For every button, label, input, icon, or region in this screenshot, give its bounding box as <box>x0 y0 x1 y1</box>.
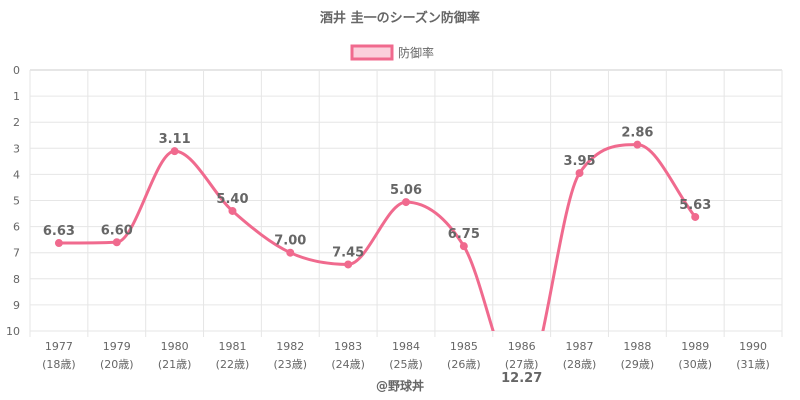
y-tick-label: 6 <box>13 221 20 234</box>
x-tick-age: (22歳) <box>216 358 250 371</box>
data-label: 6.60 <box>101 223 133 238</box>
data-label: 5.06 <box>390 183 422 198</box>
x-tick-age: (20歳) <box>100 358 134 371</box>
x-tick-year: 1989 <box>681 340 709 353</box>
y-tick-label: 10 <box>6 325 20 338</box>
x-tick-year: 1985 <box>450 340 478 353</box>
x-tick-age: (24歳) <box>331 358 365 371</box>
legend-swatch <box>350 44 394 61</box>
y-tick-label: 9 <box>13 299 20 312</box>
x-tick-year: 1990 <box>739 340 767 353</box>
data-point <box>112 238 121 247</box>
data-point <box>633 140 642 149</box>
data-label: 6.63 <box>43 224 75 239</box>
data-points <box>54 140 700 269</box>
y-axis: 0 1 2 3 4 5 6 7 8 9 10 <box>6 64 20 338</box>
data-point <box>575 169 584 178</box>
legend-label: 防御率 <box>398 45 434 60</box>
x-tick-year: 1977 <box>45 340 73 353</box>
data-label: 6.75 <box>448 227 480 242</box>
x-tick-age: (28歳) <box>563 358 597 371</box>
grid <box>29 69 783 337</box>
x-tick-year: 1986 <box>508 340 536 353</box>
data-point <box>691 212 700 221</box>
x-tick-age: (18歳) <box>42 358 76 371</box>
x-tick-age: (23歳) <box>274 358 308 371</box>
data-label: 5.63 <box>679 198 711 213</box>
legend[interactable]: 防御率 <box>350 44 434 61</box>
data-point <box>170 147 179 156</box>
y-tick-label: 8 <box>13 273 20 286</box>
data-point <box>54 239 63 248</box>
x-tick-age: (26歳) <box>447 358 481 371</box>
data-label: 12.27 <box>501 371 542 386</box>
x-tick-year: 1983 <box>334 340 362 353</box>
credit-text: @野球丼 <box>376 378 424 393</box>
data-label: 5.40 <box>216 192 248 207</box>
y-tick-label: 5 <box>13 195 20 208</box>
data-label: 3.95 <box>563 154 595 169</box>
x-tick-age: (27歳) <box>505 358 539 371</box>
data-point <box>228 206 237 215</box>
y-tick-label: 1 <box>13 90 20 103</box>
chart-title: 酒井 圭一のシーズン防御率 <box>320 10 480 26</box>
data-label: 7.00 <box>274 234 306 249</box>
data-point <box>286 248 295 257</box>
x-tick-age: (30歳) <box>678 358 712 371</box>
data-point <box>459 242 468 251</box>
data-point <box>402 198 410 207</box>
y-tick-label: 4 <box>13 168 20 181</box>
x-axis: 1977 (18歳) 1979 (20歳) 1980 (21歳) 1981 (22歳) 1982… <box>42 340 770 371</box>
data-point <box>344 260 353 269</box>
x-tick-year: 1988 <box>623 340 651 353</box>
data-label: 7.45 <box>332 245 364 260</box>
y-tick-label: 3 <box>13 142 20 155</box>
data-labels: 6.63 6.60 3.11 5.40 7.00 7.45 5.06 6.75 12.27 3.9… <box>43 126 711 386</box>
y-tick-label: 0 <box>13 64 20 77</box>
data-label: 3.11 <box>159 132 191 147</box>
data-label: 2.86 <box>621 126 653 141</box>
x-tick-year: 1979 <box>103 340 131 353</box>
x-tick-year: 1981 <box>218 340 246 353</box>
x-tick-age: (21歳) <box>158 358 192 371</box>
x-tick-year: 1980 <box>161 340 189 353</box>
x-tick-age: (31歳) <box>736 358 770 371</box>
y-tick-label: 2 <box>13 116 20 129</box>
x-tick-age: (25歳) <box>389 358 423 371</box>
x-tick-year: 1984 <box>392 340 420 353</box>
x-tick-age: (29歳) <box>621 358 655 371</box>
x-tick-year: 1982 <box>276 340 304 353</box>
y-tick-label: 7 <box>13 247 20 260</box>
x-tick-year: 1987 <box>566 340 594 353</box>
